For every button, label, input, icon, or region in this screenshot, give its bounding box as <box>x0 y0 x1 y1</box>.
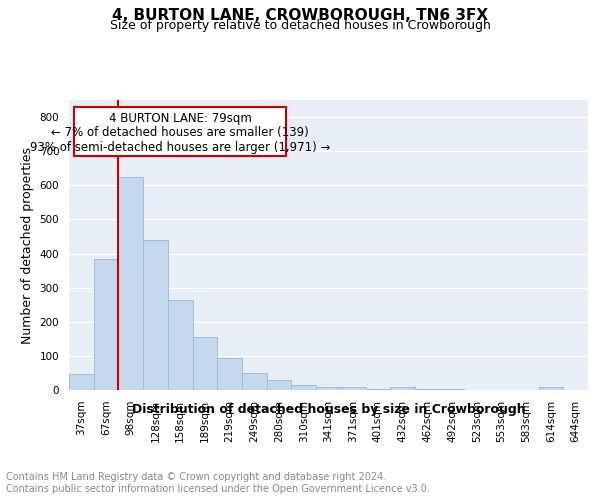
Bar <box>168 300 193 390</box>
Bar <box>365 388 390 390</box>
Bar <box>143 240 168 390</box>
Bar <box>193 337 217 390</box>
Bar <box>69 374 94 390</box>
Text: Contains public sector information licensed under the Open Government Licence v3: Contains public sector information licen… <box>6 484 430 494</box>
FancyBboxPatch shape <box>74 107 286 156</box>
Bar <box>242 373 267 390</box>
Y-axis label: Number of detached properties: Number of detached properties <box>21 146 34 344</box>
Text: ← 7% of detached houses are smaller (139): ← 7% of detached houses are smaller (139… <box>52 126 309 139</box>
Bar <box>539 388 563 390</box>
Bar <box>390 386 415 390</box>
Text: 4, BURTON LANE, CROWBOROUGH, TN6 3FX: 4, BURTON LANE, CROWBOROUGH, TN6 3FX <box>112 8 488 22</box>
Bar <box>316 386 341 390</box>
Bar <box>415 389 440 390</box>
Text: Contains HM Land Registry data © Crown copyright and database right 2024.: Contains HM Land Registry data © Crown c… <box>6 472 386 482</box>
Text: 93% of semi-detached houses are larger (1,971) →: 93% of semi-detached houses are larger (… <box>30 141 331 154</box>
Text: Distribution of detached houses by size in Crowborough: Distribution of detached houses by size … <box>132 402 526 415</box>
Text: Size of property relative to detached houses in Crowborough: Size of property relative to detached ho… <box>110 19 490 32</box>
Bar <box>341 386 365 390</box>
Bar <box>217 358 242 390</box>
Bar <box>94 258 118 390</box>
Bar <box>292 385 316 390</box>
Bar <box>267 380 292 390</box>
Text: 4 BURTON LANE: 79sqm: 4 BURTON LANE: 79sqm <box>109 112 251 125</box>
Bar <box>118 177 143 390</box>
